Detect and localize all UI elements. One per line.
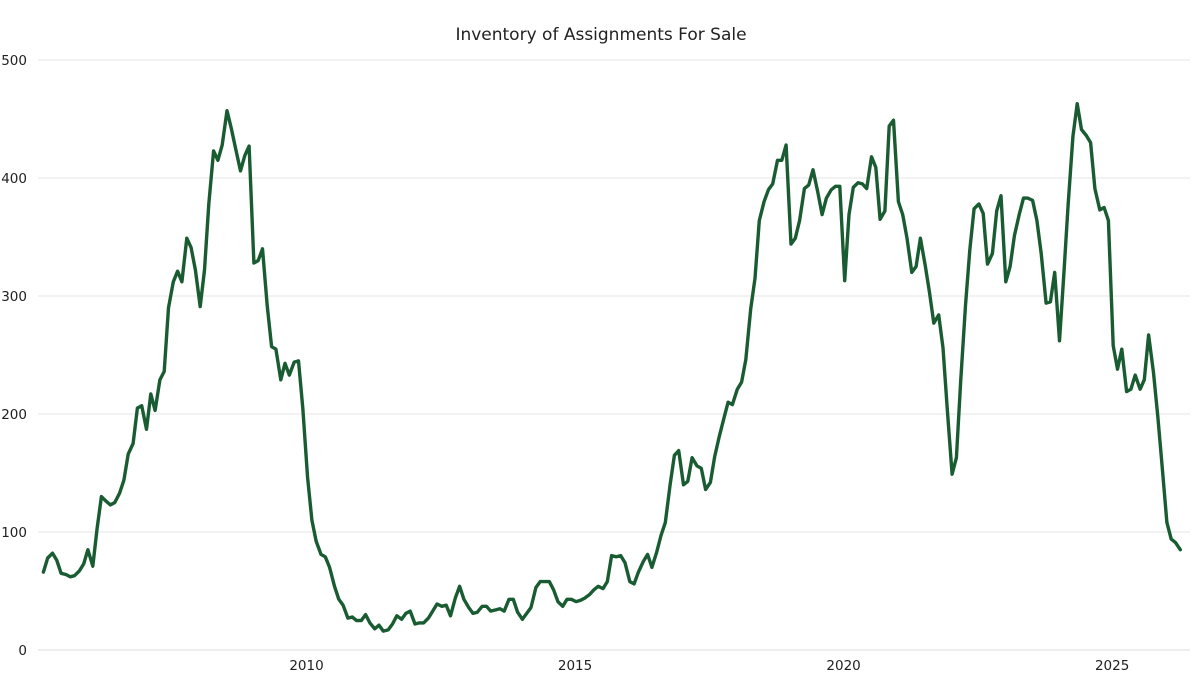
y-tick-label: 0 bbox=[18, 643, 27, 659]
y-tick-label: 300 bbox=[1, 289, 27, 305]
y-tick-label: 100 bbox=[1, 525, 27, 541]
y-tick-label: 200 bbox=[1, 407, 27, 423]
gridlines bbox=[38, 59, 1190, 533]
series-layer bbox=[41, 101, 1183, 633]
series-line-0 bbox=[41, 101, 1183, 633]
axes: 0 100 200 300 400 500 2010 2015 2020 2025 bbox=[1, 53, 1190, 674]
x-tick-label: 2010 bbox=[289, 658, 323, 674]
y-tick-label: 400 bbox=[1, 171, 27, 187]
x-tick-label: 2025 bbox=[1095, 658, 1129, 674]
x-tick-label: 2020 bbox=[826, 658, 860, 674]
x-tick-label: 2015 bbox=[558, 658, 592, 674]
chart-title: Inventory of Assignments For Sale bbox=[455, 25, 746, 45]
y-tick-label: 500 bbox=[1, 53, 27, 69]
